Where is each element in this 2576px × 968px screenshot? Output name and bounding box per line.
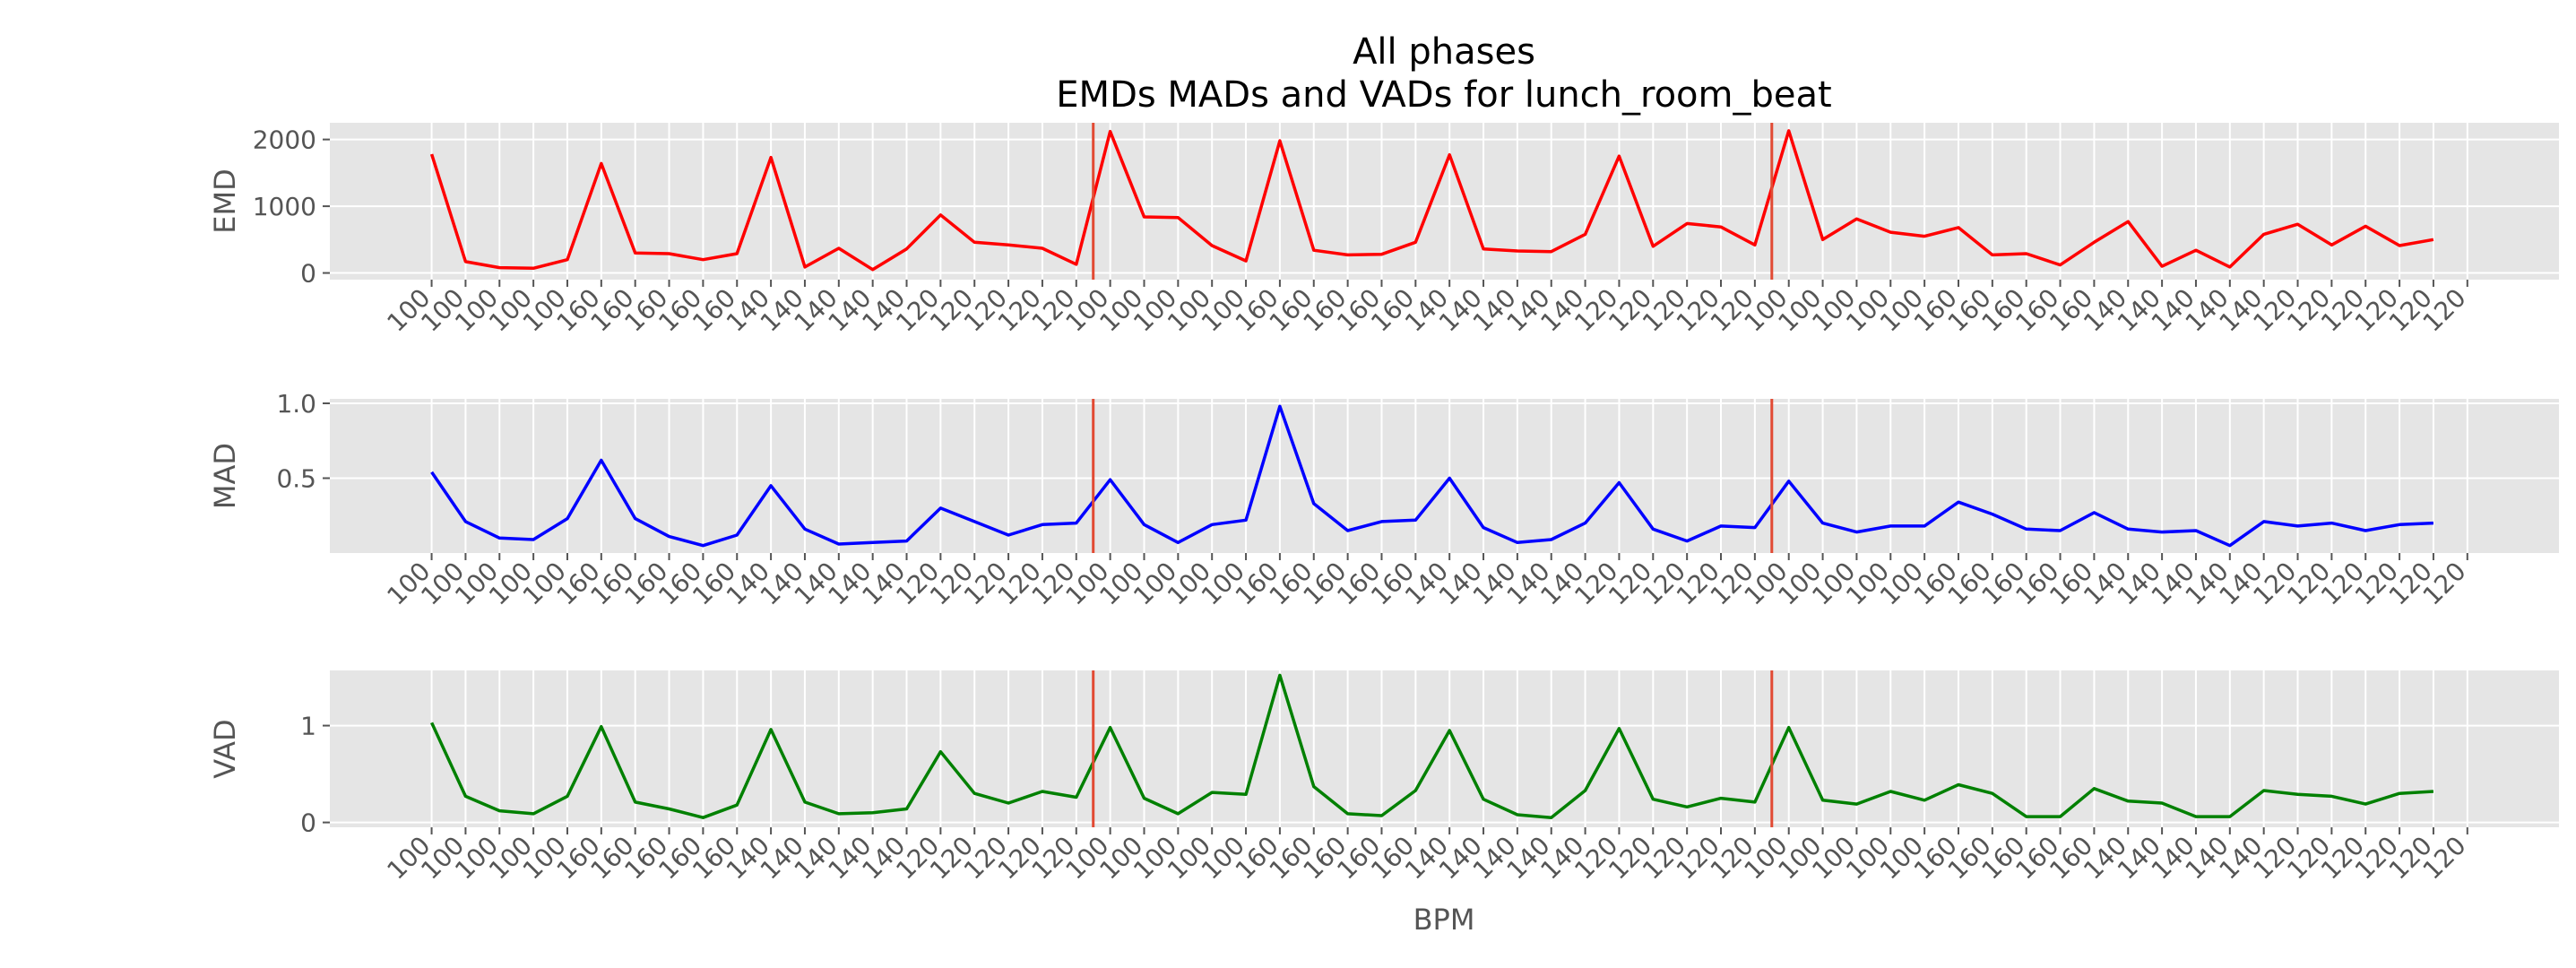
y-axis-label: MAD	[208, 443, 242, 509]
panel-background	[330, 399, 2559, 553]
x-tick-label: 120	[2417, 831, 2472, 886]
y-tick-label: 0	[300, 808, 316, 838]
chart-title: All phases	[1353, 31, 1535, 73]
y-tick-label: 2000	[253, 125, 316, 155]
x-tick-label: 120	[2417, 283, 2472, 338]
panel-background	[330, 670, 2559, 827]
series-line	[429, 129, 2434, 272]
series-line	[430, 673, 2434, 819]
chart-subtitle: EMDs MADs and VADs for lunch_room_beat	[1056, 74, 1831, 116]
panel-background	[330, 123, 2559, 280]
y-axis-label: EMD	[208, 169, 242, 233]
y-tick-label: 0	[300, 259, 316, 289]
x-axis-label: BPM	[1413, 903, 1475, 937]
series-line	[430, 404, 2433, 548]
y-tick-label: 0.5	[276, 464, 316, 494]
x-tick-label: 120	[2417, 557, 2472, 611]
y-tick-label: 1000	[253, 192, 316, 221]
y-axis-label: VAD	[208, 719, 242, 778]
y-tick-label: 1	[300, 712, 316, 741]
y-tick-label: 1.0	[276, 389, 316, 419]
